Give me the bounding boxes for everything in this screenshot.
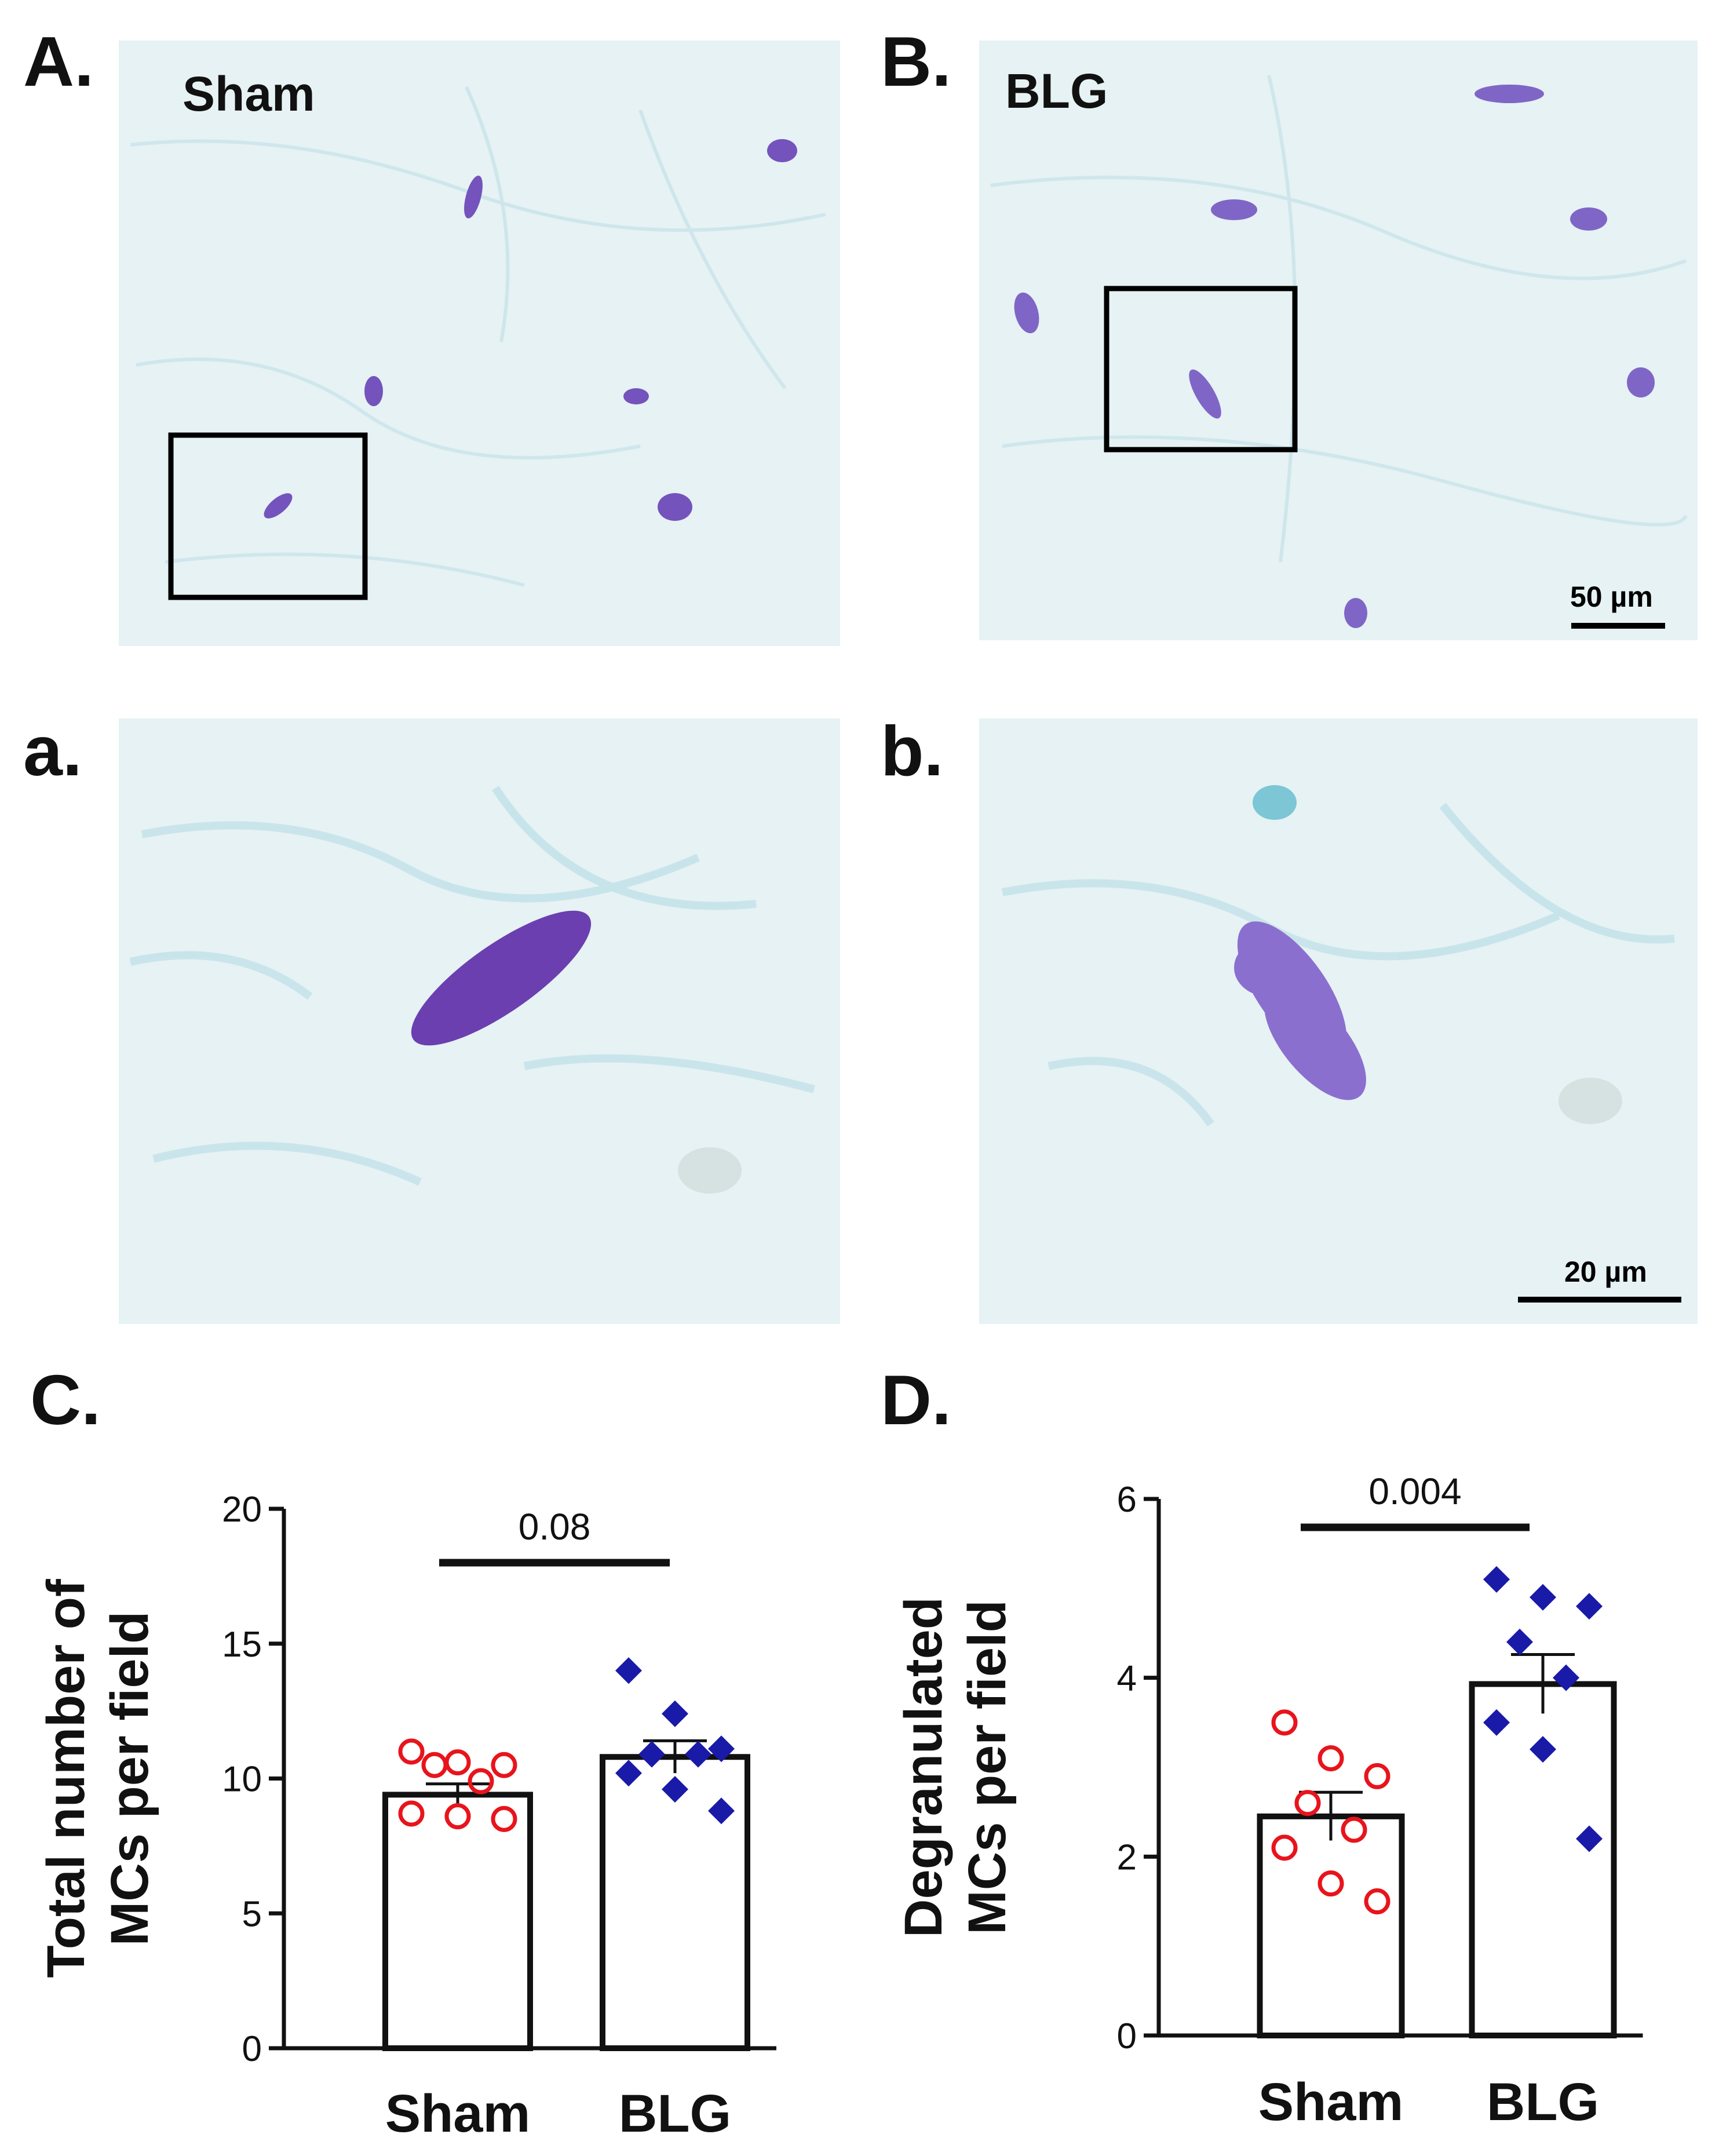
mast-cell <box>1211 199 1257 220</box>
scale-bar-label-50um: 50 µm <box>1570 581 1653 613</box>
data-point-blg <box>685 1741 711 1768</box>
mast-cell <box>658 493 692 521</box>
mast-cell <box>264 493 293 519</box>
data-point-sham <box>421 1752 448 1778</box>
zoom-box <box>1104 286 1298 453</box>
panel-label-b: b. <box>881 712 944 790</box>
data-point-blg <box>1576 1825 1603 1852</box>
data-point-blg <box>1530 1584 1556 1611</box>
mast-cell <box>1344 598 1367 628</box>
panel-label-a: a. <box>23 712 82 790</box>
scale-bar <box>1571 623 1665 629</box>
panel-label-B: B. <box>881 22 951 101</box>
data-point-blg <box>708 1735 735 1763</box>
micrograph-sham-zoom <box>119 718 840 1324</box>
data-point-blg <box>662 1776 688 1803</box>
mast-cell <box>767 139 797 162</box>
data-point-sham <box>468 1768 494 1794</box>
data-point-sham <box>444 1803 471 1830</box>
panel-label-A: A. <box>23 22 94 101</box>
scale-bar <box>1518 1297 1681 1303</box>
mast-cell <box>623 388 649 404</box>
y-tick-label: 15 <box>222 1625 262 1665</box>
mast-cell <box>1234 921 1366 1100</box>
y-axis-label-line: MCs per field <box>100 1611 159 1946</box>
mast-cell <box>411 910 592 1046</box>
y-axis-label-line: Degranulated <box>894 1597 953 1938</box>
y-tick-label: 5 <box>242 1894 262 1934</box>
panel-label-D: D. <box>881 1360 951 1439</box>
y-tick-label: 0 <box>1117 2016 1137 2056</box>
mast-cell <box>1014 292 1039 334</box>
significance-label: 0.004 <box>1368 1471 1461 1512</box>
y-tick-label: 2 <box>1117 1837 1137 1877</box>
data-point-blg <box>615 1760 642 1787</box>
scale-bar-label-20um: 20 µm <box>1564 1256 1647 1288</box>
mast-cell <box>1570 207 1607 231</box>
y-axis-label: DegranulatedMCs per field <box>894 1597 1017 1938</box>
data-point-blg <box>1483 1709 1510 1736</box>
bar-sham <box>1257 1813 1405 2039</box>
data-point-blg <box>1530 1736 1556 1763</box>
data-point-sham <box>398 1738 425 1765</box>
data-point-sham <box>1364 1888 1390 1914</box>
panel-label-C: C. <box>30 1360 101 1439</box>
mast-cell <box>464 176 483 218</box>
y-tick-label: 6 <box>1117 1480 1137 1520</box>
data-point-sham <box>1317 1745 1344 1772</box>
data-point-sham <box>1271 1834 1298 1861</box>
significance-label: 0.08 <box>519 1506 591 1548</box>
y-tick-label: 0 <box>242 2029 262 2069</box>
data-point-sham <box>1317 1870 1344 1897</box>
y-axis-label: Total number ofMCs per field <box>37 1579 159 1978</box>
chart-degranulated-mcs: 0 2 4 6 DegranulatedMCs per field Sham BLG 0.00… <box>894 1471 1643 2132</box>
data-point-sham <box>1294 1790 1321 1816</box>
data-point-blg <box>708 1797 735 1825</box>
y-tick-label: 20 <box>222 1490 262 1530</box>
data-point-sham <box>1364 1763 1390 1789</box>
data-point-blg <box>1576 1593 1603 1620</box>
data-point-blg <box>1483 1566 1510 1593</box>
data-point-sham <box>1271 1709 1298 1736</box>
x-tick-label-blg: BLG <box>1487 2073 1599 2132</box>
x-tick-label-sham: Sham <box>385 2084 531 2143</box>
data-point-sham <box>491 1805 517 1832</box>
y-tick-label: 10 <box>222 1760 262 1800</box>
chart-total-mcs: 0 5 10 15 20 Total number ofMCs per field Sham… <box>37 1490 776 2143</box>
data-point-sham <box>1341 1816 1367 1843</box>
mast-cell <box>1627 367 1655 397</box>
data-point-blg <box>638 1741 665 1768</box>
bar-sham <box>382 1792 533 2051</box>
data-point-sham <box>444 1749 471 1776</box>
data-point-blg <box>615 1657 642 1684</box>
data-point-blg <box>662 1700 688 1727</box>
data-point-sham <box>491 1752 517 1778</box>
x-tick-label-blg: BLG <box>619 2084 731 2143</box>
micrograph-blg-zoom: 20 µm <box>979 718 1698 1324</box>
x-tick-label-sham: Sham <box>1258 2073 1404 2132</box>
zoom-box <box>168 432 368 600</box>
micrograph-blg-overview: BLG 50 µm <box>979 41 1698 640</box>
micrograph-sham-overview: Sham <box>119 41 840 646</box>
y-axis-label-line: Total number of <box>37 1579 96 1978</box>
mast-cell <box>364 376 383 406</box>
data-point-blg <box>1553 1664 1579 1691</box>
image-label-blg: BLG <box>1005 64 1108 118</box>
y-tick-label: 4 <box>1117 1659 1137 1699</box>
mast-cell <box>1189 369 1221 419</box>
mast-cell <box>1475 85 1544 103</box>
y-axis-label-line: MCs per field <box>958 1600 1017 1935</box>
image-label-sham: Sham <box>183 67 315 121</box>
data-point-blg <box>1506 1628 1533 1655</box>
data-point-sham <box>398 1800 425 1827</box>
